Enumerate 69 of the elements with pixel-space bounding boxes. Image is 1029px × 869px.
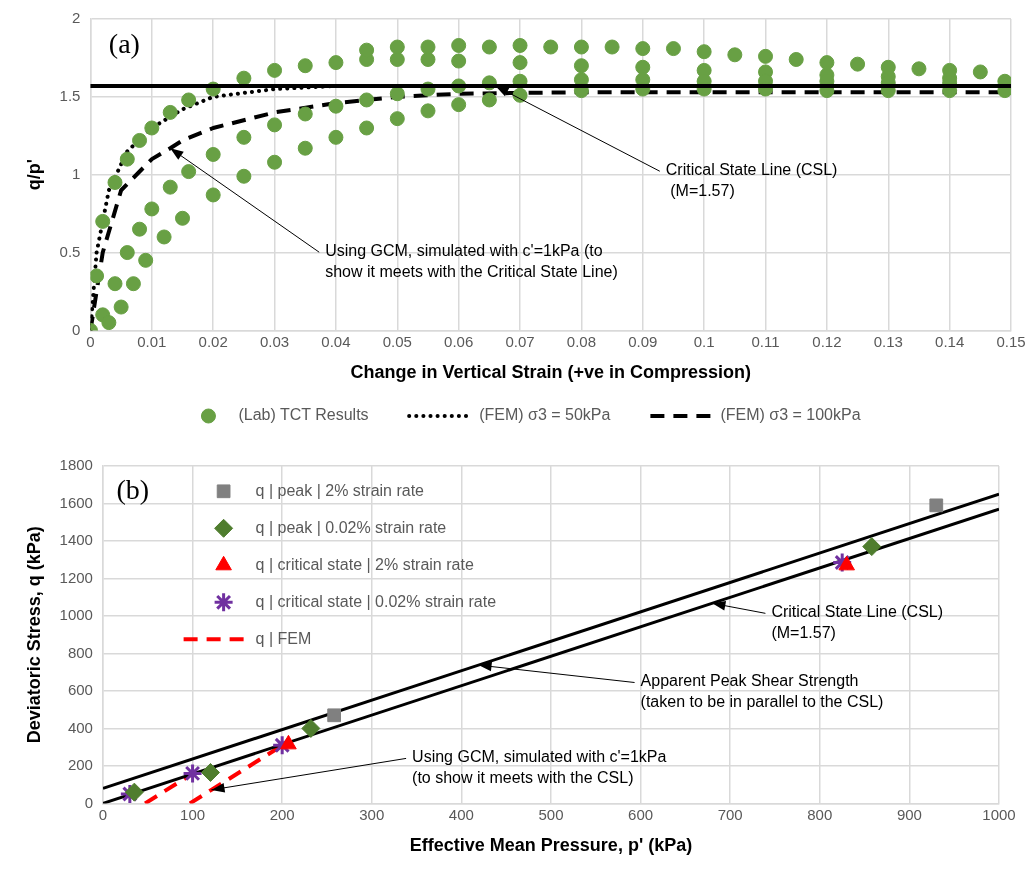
x-tick-label: 300 — [359, 805, 385, 823]
y-tick-label: 1800 — [59, 456, 93, 474]
annotation: Critical State Line (CSL) (M=1.57) — [665, 160, 838, 199]
x-tick-label: 0.03 — [259, 332, 290, 350]
x-tick-label: 0.12 — [812, 332, 842, 350]
y-tick-label: 0 — [84, 793, 93, 811]
y-tick-label: 2 — [72, 9, 81, 27]
x-tick-label: 500 — [538, 805, 564, 823]
legend-label: q | FEM — [255, 629, 312, 647]
y-tick-label: 1000 — [59, 606, 93, 624]
y-tick-label: 800 — [67, 643, 93, 661]
point — [182, 762, 204, 784]
annotation: Using GCM, simulated with c'=1kPa (to show it meets with the CSL) — [412, 747, 667, 786]
point — [301, 718, 321, 738]
x-tick-label: 0.14 — [935, 332, 965, 350]
point — [929, 498, 944, 513]
legend-label: (FEM) σ3 = 100kPa — [720, 406, 861, 424]
y-tick-label: 400 — [67, 718, 93, 736]
annotation: Critical State Line (CSL) (M=1.57) — [771, 602, 944, 641]
point — [124, 782, 144, 802]
point — [200, 762, 220, 782]
legend-label: q | peak | 0.02% strain rate — [255, 518, 447, 536]
point — [271, 734, 293, 756]
y-tick-label: 200 — [67, 756, 93, 774]
x-tick-label: 0.13 — [873, 332, 903, 350]
legend-label: q | critical state | 2% strain rate — [255, 555, 474, 573]
annotation: (a) — [108, 27, 140, 59]
x-tick-label: 0.07 — [505, 332, 535, 350]
x-tick-label: 600 — [628, 805, 654, 823]
y-tick-label: 1600 — [59, 493, 93, 511]
x-axis-title: Change in Vertical Strain (+ve in Compression) — [350, 362, 752, 383]
y-tick-label: 0 — [72, 320, 81, 338]
x-tick-label: 0.02 — [198, 332, 228, 350]
legend-label: q | peak | 2% strain rate — [255, 481, 425, 499]
y-tick-label: 1200 — [59, 568, 93, 586]
point — [831, 552, 853, 574]
x-tick-label: 0.06 — [444, 332, 474, 350]
x-tick-label: 0 — [98, 805, 108, 823]
x-tick-label: 0.08 — [566, 332, 597, 350]
x-tick-label: 0.15 — [996, 332, 1026, 350]
x-tick-label: 0.09 — [628, 332, 658, 350]
x-tick-label: 0.05 — [382, 332, 412, 350]
y-axis-title: Deviatoric Stress, q (kPa) — [23, 526, 44, 744]
point — [327, 708, 342, 723]
y-axis-title: q/p' — [23, 159, 44, 191]
x-tick-label: 0.04 — [321, 332, 351, 350]
y-tick-label: 600 — [67, 681, 93, 699]
y-tick-label: 0.5 — [59, 242, 81, 260]
legend-label: q | critical state | 0.02% strain rate — [255, 592, 497, 610]
x-tick-label: 200 — [269, 805, 295, 823]
x-tick-label: 100 — [180, 805, 206, 823]
x-tick-label: 700 — [717, 805, 743, 823]
y-tick-label: 1.5 — [59, 86, 81, 104]
point — [862, 537, 882, 557]
annotation: (b) — [116, 474, 150, 506]
legend-label: (FEM) σ3 = 50kPa — [479, 406, 611, 424]
legend-label: (Lab) TCT Results — [238, 406, 369, 424]
annotation: Apparent Peak Shear Strength (taken to be in parallel to the CSL) — [640, 671, 884, 710]
x-tick-label: 0.1 — [693, 332, 715, 350]
x-tick-label: 900 — [896, 805, 922, 823]
x-tick-label: 800 — [807, 805, 833, 823]
x-tick-label: 1000 — [982, 805, 1016, 823]
y-tick-label: 1400 — [59, 531, 93, 549]
x-axis-title: Effective Mean Pressure, p' (kPa) — [409, 835, 693, 856]
y-tick-label: 1 — [72, 164, 81, 182]
annotation: Using GCM, simulated with c'=1kPa (to show it meets with the Critical State Line) — [325, 241, 618, 280]
x-tick-label: 0.01 — [137, 332, 167, 350]
x-tick-label: 400 — [448, 805, 474, 823]
x-tick-label: 0.11 — [751, 332, 780, 350]
